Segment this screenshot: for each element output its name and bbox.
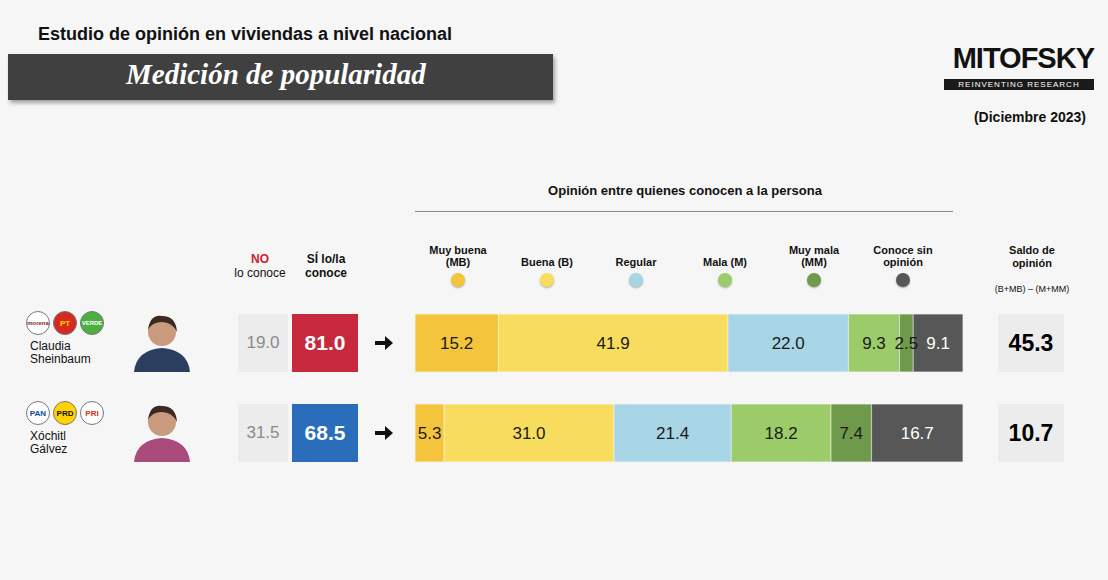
html-text:PRI: PRI	[85, 408, 99, 418]
html-text:Opinión entre quienes conocen: Opinión entre quienes conocen a la perso…	[548, 183, 822, 198]
html-text:PRD: PRD	[56, 408, 74, 418]
html-text:Xóchitl Gálvez: Xóchitl Gálvez	[30, 429, 68, 456]
html-text:31.5: 31.5	[246, 423, 280, 442]
html-text:VERDE: VERDE	[81, 320, 103, 326]
svg-text:31.0: 31.0	[512, 424, 545, 443]
html-text:Mala (M): Mala (M)	[703, 256, 747, 268]
html-text:Regular: Regular	[615, 256, 657, 268]
html-text:MITOFSKY: MITOFSKY	[952, 42, 1094, 74]
html-text:Buena (B): Buena (B)	[521, 256, 573, 268]
svg-text:9.1: 9.1	[926, 334, 950, 353]
html-text:Saldo de opinión: Saldo de opinión	[1009, 244, 1055, 269]
html-text:19.0: 19.0	[246, 333, 280, 352]
html-text:SÍ lo/la conoce: SÍ lo/la conoce	[305, 252, 347, 280]
html-text:(B+MB) – (M+MM): (B+MB) – (M+MM)	[994, 284, 1070, 294]
svg-text:5.3: 5.3	[418, 424, 442, 443]
html-text:68.5: 68.5	[304, 421, 346, 444]
svg-text:41.9: 41.9	[597, 334, 630, 353]
html-text:morena: morena	[27, 320, 49, 326]
html-text:Estudio de opinión en vivienda: Estudio de opinión en viviendas a nivel …	[38, 24, 453, 44]
html-text:NO: NO	[251, 252, 269, 266]
svg-text:15.2: 15.2	[440, 334, 473, 353]
html-text:Conoce sin opinión: Conoce sin opinión	[873, 244, 933, 268]
html-text:PT: PT	[59, 318, 71, 328]
html-text:PAN: PAN	[29, 408, 47, 418]
svg-text:18.2: 18.2	[765, 424, 798, 443]
svg-text:7.4: 7.4	[839, 424, 863, 443]
svg-text:2.5: 2.5	[894, 334, 918, 353]
html-text:lo conoce: lo conoce	[234, 266, 286, 280]
html-text:45.3: 45.3	[1008, 329, 1054, 356]
html-text:Claudia Sheinbaum: Claudia Sheinbaum	[30, 339, 91, 366]
html-text:(Diciembre 2023): (Diciembre 2023)	[973, 109, 1086, 125]
svg-text:22.0: 22.0	[772, 334, 805, 353]
html-text:Muy buena (MB): Muy buena (MB)	[429, 244, 487, 268]
svg-text:21.4: 21.4	[656, 424, 689, 443]
html-text:REINVENTING RESEARCH: REINVENTING RESEARCH	[958, 80, 1080, 89]
html-text:Muy mala (MM): Muy mala (MM)	[788, 244, 840, 268]
svg-text:16.7: 16.7	[901, 424, 934, 443]
html-text:10.7: 10.7	[1008, 419, 1054, 446]
html-text:Medición de popularidad: Medición de popularidad	[126, 58, 426, 90]
html-text:81.0: 81.0	[304, 331, 346, 354]
svg-text:9.3: 9.3	[862, 334, 886, 353]
